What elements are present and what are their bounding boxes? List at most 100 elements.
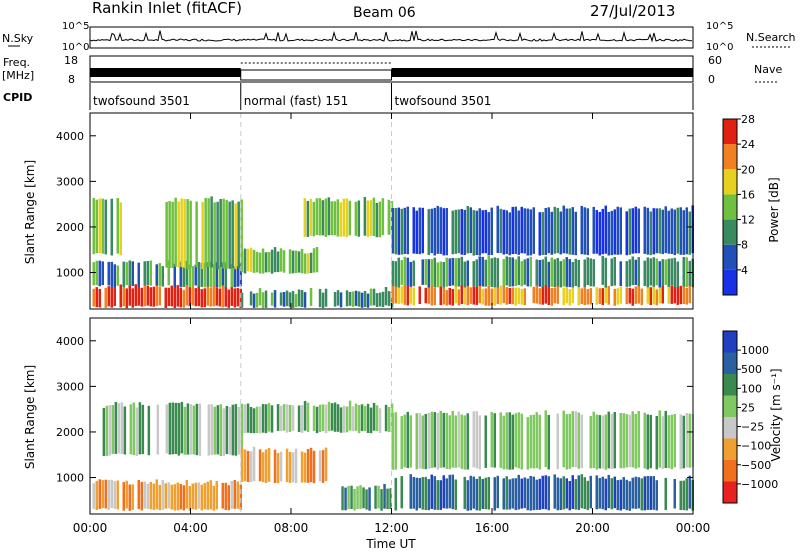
heatmap-cell <box>179 484 182 510</box>
heatmap-cell <box>418 413 421 469</box>
heatmap-cell <box>372 402 376 431</box>
heatmap-cell <box>505 287 508 305</box>
heatmap-cell <box>487 255 490 286</box>
heatmap-cell <box>436 205 439 254</box>
heatmap-cell <box>643 260 646 286</box>
nave-tick-lo: 0 <box>708 73 715 86</box>
heatmap-cell <box>394 283 397 304</box>
heatmap-cell <box>227 485 230 511</box>
heatmap-cell <box>303 452 307 483</box>
heatmap-cell <box>303 198 307 237</box>
heatmap-cell <box>421 259 424 285</box>
heatmap-cell <box>270 292 274 306</box>
heatmap-cell <box>333 201 337 236</box>
heatmap-cell <box>634 476 637 509</box>
heatmap-cell <box>568 289 571 306</box>
heatmap-cell <box>610 258 613 287</box>
heatmap-cell <box>143 285 146 307</box>
heatmap-cell <box>146 285 149 306</box>
heatmap-cell <box>177 403 181 456</box>
heatmap-cell <box>365 489 368 510</box>
heatmap-cell <box>195 201 198 268</box>
heatmap-cell <box>216 201 219 270</box>
heatmap-cell <box>378 201 382 238</box>
heatmap-cell <box>592 259 595 287</box>
heatmap-cell <box>478 476 481 511</box>
heatmap-cell <box>658 285 661 304</box>
heatmap-cell <box>95 287 98 308</box>
heatmap-cell <box>240 292 244 308</box>
heatmap-cell <box>218 266 221 288</box>
heatmap-cell <box>532 207 535 254</box>
heatmap-cell <box>207 198 210 267</box>
colorbar-tick-label: 4 <box>741 264 748 277</box>
heatmap-cell <box>469 287 472 304</box>
heatmap-cell <box>475 259 478 287</box>
heatmap-cell <box>679 285 682 305</box>
heatmap-cell <box>116 480 119 510</box>
heatmap-cell <box>258 288 262 306</box>
heatmap-cell <box>526 258 529 287</box>
heatmap-cell <box>439 286 442 306</box>
heatmap-cell <box>601 208 604 255</box>
heatmap-cell <box>688 260 691 286</box>
heatmap-cell <box>676 207 679 254</box>
heatmap-cell <box>442 208 445 256</box>
heatmap-cell <box>158 484 161 511</box>
freq-bar <box>90 68 241 77</box>
heatmap-cell <box>511 478 514 509</box>
heatmap-cell <box>264 290 268 308</box>
heatmap-cell <box>526 478 529 511</box>
heatmap-cell <box>445 478 448 509</box>
heatmap-cell <box>261 292 265 309</box>
heatmap-cell <box>520 478 523 509</box>
heatmap-cell <box>273 247 277 273</box>
heatmap-cell <box>412 207 415 254</box>
heatmap-cell <box>466 285 469 305</box>
heatmap-cell <box>273 290 277 308</box>
heatmap-cell <box>526 417 529 470</box>
heatmap-cell <box>315 247 319 273</box>
heatmap-cell <box>300 248 304 274</box>
heatmap-cell <box>520 261 523 287</box>
heatmap-cell <box>646 414 649 470</box>
heatmap-cell <box>646 207 649 255</box>
heatmap-cell <box>619 286 622 304</box>
heatmap-cell <box>463 261 466 288</box>
x-tick-label: 12:00 <box>374 521 409 535</box>
heatmap-cell <box>655 258 658 286</box>
heatmap-cell <box>577 285 580 306</box>
heatmap-cell <box>475 478 478 511</box>
colorbar-tick-label: 25 <box>741 401 755 414</box>
heatmap-cell <box>493 477 496 511</box>
colorbar-swatch <box>723 119 737 145</box>
heatmap-cell <box>664 206 667 254</box>
colorbar-tick-label: 1000 <box>741 344 769 357</box>
y-tick-label: 3000 <box>56 175 84 188</box>
colorbar-swatch <box>723 269 737 295</box>
heatmap-cell <box>523 208 526 254</box>
heatmap-cell <box>565 478 568 509</box>
heatmap-cell <box>490 411 493 468</box>
heatmap-cell <box>607 474 610 509</box>
heatmap-cell <box>481 288 484 305</box>
heatmap-cell <box>117 403 121 454</box>
heatmap-cell <box>400 476 403 509</box>
heatmap-cell <box>448 258 451 286</box>
heatmap-cell <box>607 411 610 469</box>
heatmap-cell <box>194 288 197 307</box>
heatmap-cell <box>466 413 469 470</box>
heatmap-cell <box>397 207 400 255</box>
heatmap-cell <box>294 448 298 483</box>
y-tick-label: 4000 <box>56 130 84 143</box>
heatmap-cell <box>454 209 457 254</box>
heatmap-cell <box>312 405 316 431</box>
heatmap-cell <box>565 257 568 287</box>
heatmap-cell <box>363 197 367 236</box>
freq-label: Freq. <box>3 56 30 69</box>
colorbar-tick-label: 500 <box>741 363 762 376</box>
heatmap-cell <box>466 260 469 287</box>
heatmap-cell <box>369 288 373 306</box>
heatmap-cell <box>586 257 589 285</box>
nsky-trace <box>89 30 693 43</box>
